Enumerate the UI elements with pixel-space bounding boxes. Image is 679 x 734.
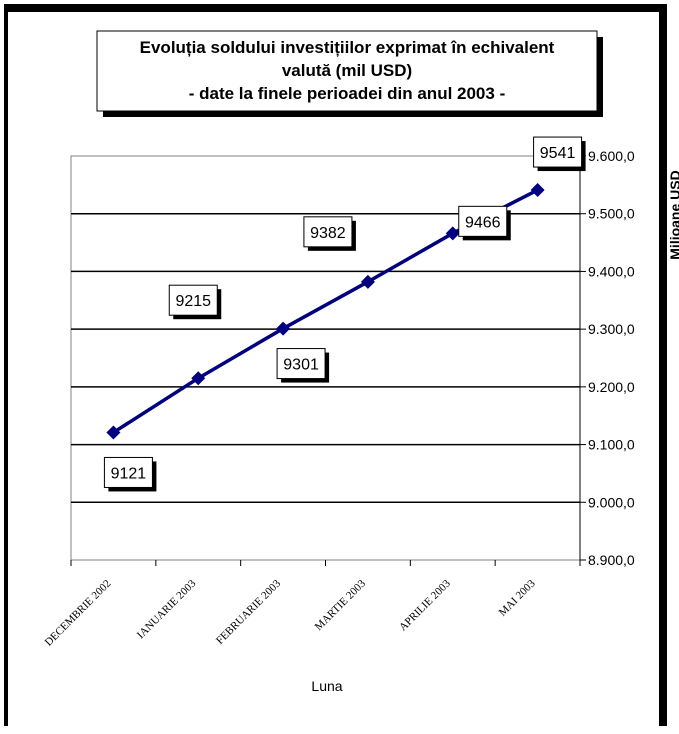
page-frame bbox=[4, 4, 667, 726]
y-tick-label: 8.900,0 bbox=[588, 552, 635, 568]
data-label: 9382 bbox=[310, 225, 346, 242]
data-label-box bbox=[458, 205, 508, 237]
y-tick-label: 9.300,0 bbox=[588, 321, 635, 337]
data-label-box bbox=[303, 216, 353, 248]
chart-title-line-3: - date la finele perioadei din anul 2003… bbox=[189, 84, 505, 103]
y-tick-label: 9.400,0 bbox=[588, 263, 635, 279]
chart-title-line-2: valută (mil USD) bbox=[282, 61, 412, 80]
x-tick-label: IANUARIE 2003 bbox=[135, 577, 199, 641]
data-label-box bbox=[533, 136, 583, 168]
y-tick-label: 9.600,0 bbox=[588, 148, 635, 164]
data-label-box bbox=[276, 348, 326, 380]
data-point bbox=[191, 371, 206, 386]
x-axis-label: Luna bbox=[311, 678, 342, 694]
data-label: 9301 bbox=[283, 357, 319, 374]
chart-title-line-1: Evoluția soldului investițiilor exprimat… bbox=[140, 38, 555, 57]
data-point bbox=[360, 274, 375, 289]
data-label: 9215 bbox=[175, 293, 211, 310]
y-tick-label: 9.100,0 bbox=[588, 437, 635, 453]
data-point bbox=[106, 425, 121, 440]
data-point bbox=[530, 183, 545, 198]
y-tick-label: 9.200,0 bbox=[588, 379, 635, 395]
x-tick-label: FEBRUARIE 2003 bbox=[214, 577, 284, 647]
x-tick-label: MARTIE 2003 bbox=[313, 577, 369, 633]
data-label: 9541 bbox=[540, 145, 576, 162]
y-tick-label: 9.000,0 bbox=[588, 494, 635, 510]
chart-title-box: Evoluția soldului investițiilor exprimat… bbox=[96, 30, 603, 117]
y-axis-label: Milioane USD bbox=[667, 170, 679, 259]
data-label: 9121 bbox=[111, 465, 147, 482]
data-label-box bbox=[103, 456, 153, 488]
data-point bbox=[276, 321, 291, 336]
x-tick-label: APRILIE 2003 bbox=[397, 577, 453, 633]
x-tick-label: DECEMBRIE 2002 bbox=[43, 578, 114, 649]
data-point bbox=[445, 226, 460, 241]
x-tick-label: MAI 2003 bbox=[497, 577, 538, 618]
data-label: 9466 bbox=[465, 214, 501, 231]
data-label-box bbox=[168, 284, 218, 316]
y-tick-label: 9.500,0 bbox=[588, 206, 635, 222]
plot-area: 8.900,0 9.000,0 9.100,0 9.200,0 9.300,0 9.400… bbox=[43, 136, 635, 649]
